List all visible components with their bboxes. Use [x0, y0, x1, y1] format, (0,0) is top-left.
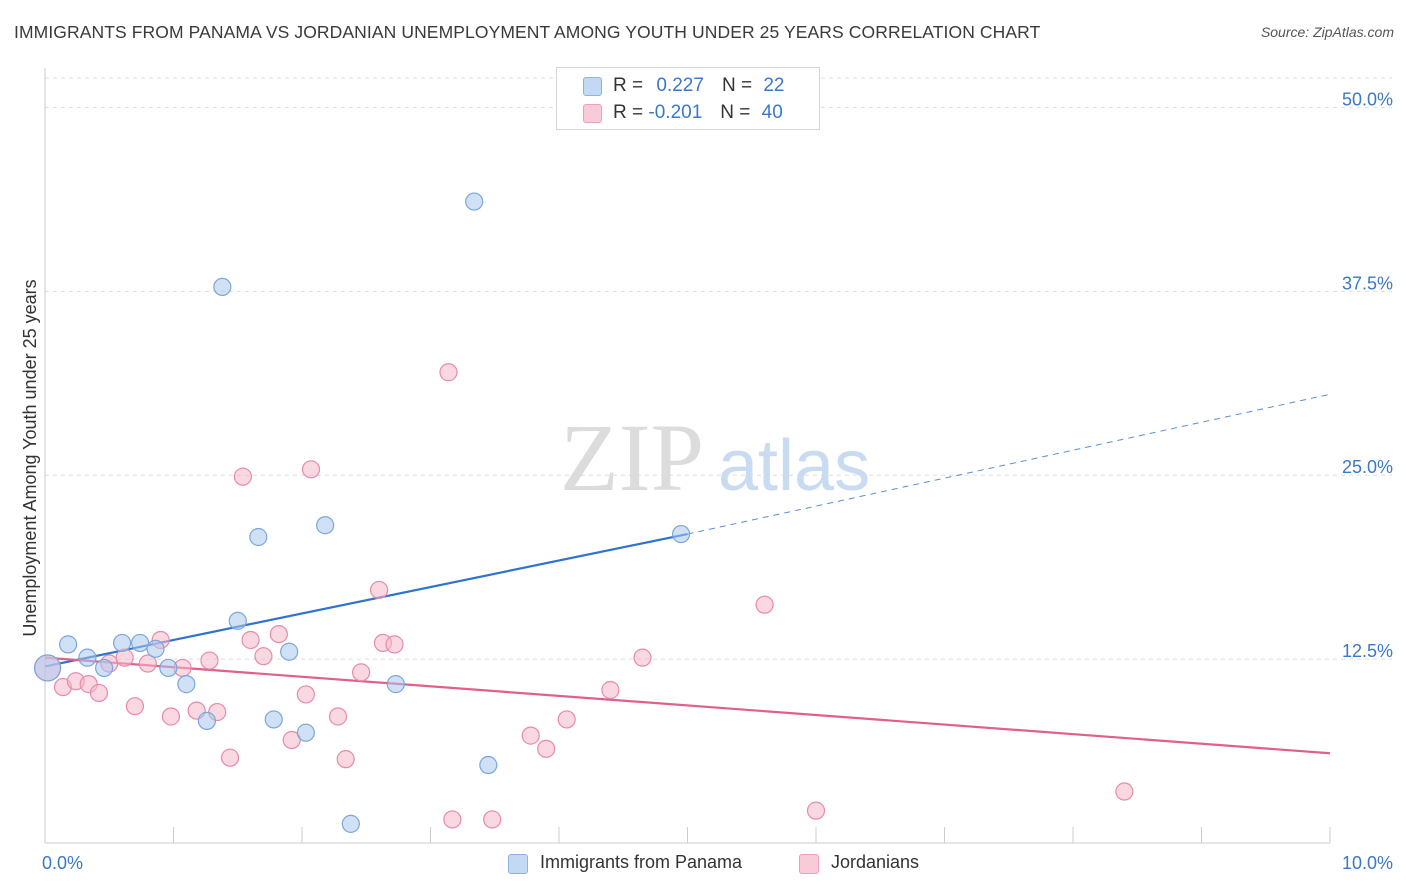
y-tick-label: 25.0% — [1342, 457, 1393, 477]
point-jordanians — [385, 635, 404, 654]
point-jordanians — [200, 651, 219, 670]
point-panama — [316, 516, 335, 535]
point-jordanians — [89, 683, 109, 703]
point-jordanians — [241, 630, 260, 650]
trend-line-jordanians — [44, 656, 1331, 755]
point-panama — [33, 654, 62, 682]
point-panama — [159, 658, 178, 678]
legend-r-value-jordanians: -0.201 — [648, 102, 703, 123]
x-tick-label: 10.0% — [1342, 853, 1393, 873]
y-tick-label: 50.0% — [1342, 89, 1393, 109]
point-jordanians — [115, 648, 134, 667]
tick-labels: 12.5% 25.0% 37.5% 50.0% 0.0% 10.0% — [42, 89, 1393, 873]
point-jordanians — [296, 685, 315, 704]
point-jordanians — [557, 710, 576, 729]
chart-title: IMMIGRANTS FROM PANAMA VS JORDANIAN UNEM… — [14, 22, 1041, 42]
legend-r-label: R = — [613, 75, 644, 96]
point-jordanians — [282, 730, 301, 750]
point-panama — [112, 633, 132, 653]
point-jordanians — [443, 810, 462, 829]
point-jordanians — [521, 726, 540, 745]
source-credit: Source: ZipAtlas.com — [1260, 24, 1394, 40]
point-jordanians — [755, 595, 774, 614]
point-jordanians — [125, 697, 145, 716]
point-panama — [213, 277, 232, 297]
point-jordanians — [161, 707, 181, 726]
legend-n-value-jordanians: 40 — [761, 102, 783, 123]
watermark-zip: ZIP — [560, 404, 704, 511]
legend-swatch-panama — [508, 854, 528, 874]
point-jordanians — [370, 580, 389, 600]
point-panama — [465, 192, 484, 211]
correlation-legend: R = 0.227 N = 22 R = -0.201 N = 40 — [556, 67, 820, 130]
legend-n-label: N = — [721, 75, 753, 96]
point-jordanians — [601, 680, 620, 700]
point-panama — [197, 711, 217, 730]
point-panama — [341, 814, 360, 833]
point-panama — [95, 658, 114, 678]
series-legend: Immigrants from Panama Jordanians — [0, 852, 1406, 878]
legend-swatch-jordanians — [799, 854, 819, 874]
point-panama — [386, 675, 405, 694]
point-panama — [249, 527, 268, 547]
legend-swatch-panama — [583, 77, 602, 96]
point-jordanians — [806, 801, 826, 820]
point-jordanians — [233, 467, 252, 486]
point-panama — [296, 723, 315, 742]
point-jordanians — [336, 750, 355, 769]
point-jordanians — [1115, 782, 1134, 801]
x-tick-label: 0.0% — [42, 853, 83, 873]
point-jordanians — [537, 739, 556, 758]
point-panama — [130, 633, 150, 653]
legend-r-value-panama: 0.227 — [656, 75, 704, 96]
point-jordanians — [633, 648, 652, 667]
legend-r-label: R = — [613, 102, 644, 123]
point-panama — [228, 611, 247, 630]
point-panama — [59, 635, 78, 654]
point-jordanians — [254, 647, 273, 666]
point-jordanians — [352, 663, 371, 682]
point-panama — [671, 524, 691, 544]
point-panama — [146, 639, 165, 658]
point-jordanians — [269, 624, 288, 644]
point-jordanians — [138, 654, 157, 673]
point-jordanians — [483, 810, 502, 829]
legend-n-label: N = — [720, 102, 751, 123]
watermark-atlas: atlas — [718, 426, 870, 506]
point-panama — [280, 642, 299, 661]
axes — [44, 68, 1331, 844]
legend-swatch-jordanians — [583, 104, 602, 123]
watermark: ZIP atlas — [560, 404, 870, 511]
point-jordanians — [301, 460, 321, 479]
point-jordanians — [439, 363, 458, 382]
y-tick-label: 12.5% — [1342, 641, 1393, 661]
y-axis-label: Unemployment Among Youth under 25 years — [20, 279, 40, 636]
legend-n-value-panama: 22 — [763, 75, 785, 96]
point-panama — [264, 710, 283, 729]
point-jordanians — [328, 707, 348, 726]
gridlines — [45, 77, 1392, 660]
point-panama — [479, 755, 498, 775]
data-points — [33, 192, 1134, 833]
legend-label-jordanians: Jordanians — [831, 852, 920, 872]
point-jordanians — [220, 748, 240, 767]
legend-label-panama: Immigrants from Panama — [540, 852, 743, 872]
point-panama — [78, 648, 97, 667]
point-panama — [177, 675, 196, 694]
y-tick-label: 37.5% — [1342, 273, 1393, 293]
